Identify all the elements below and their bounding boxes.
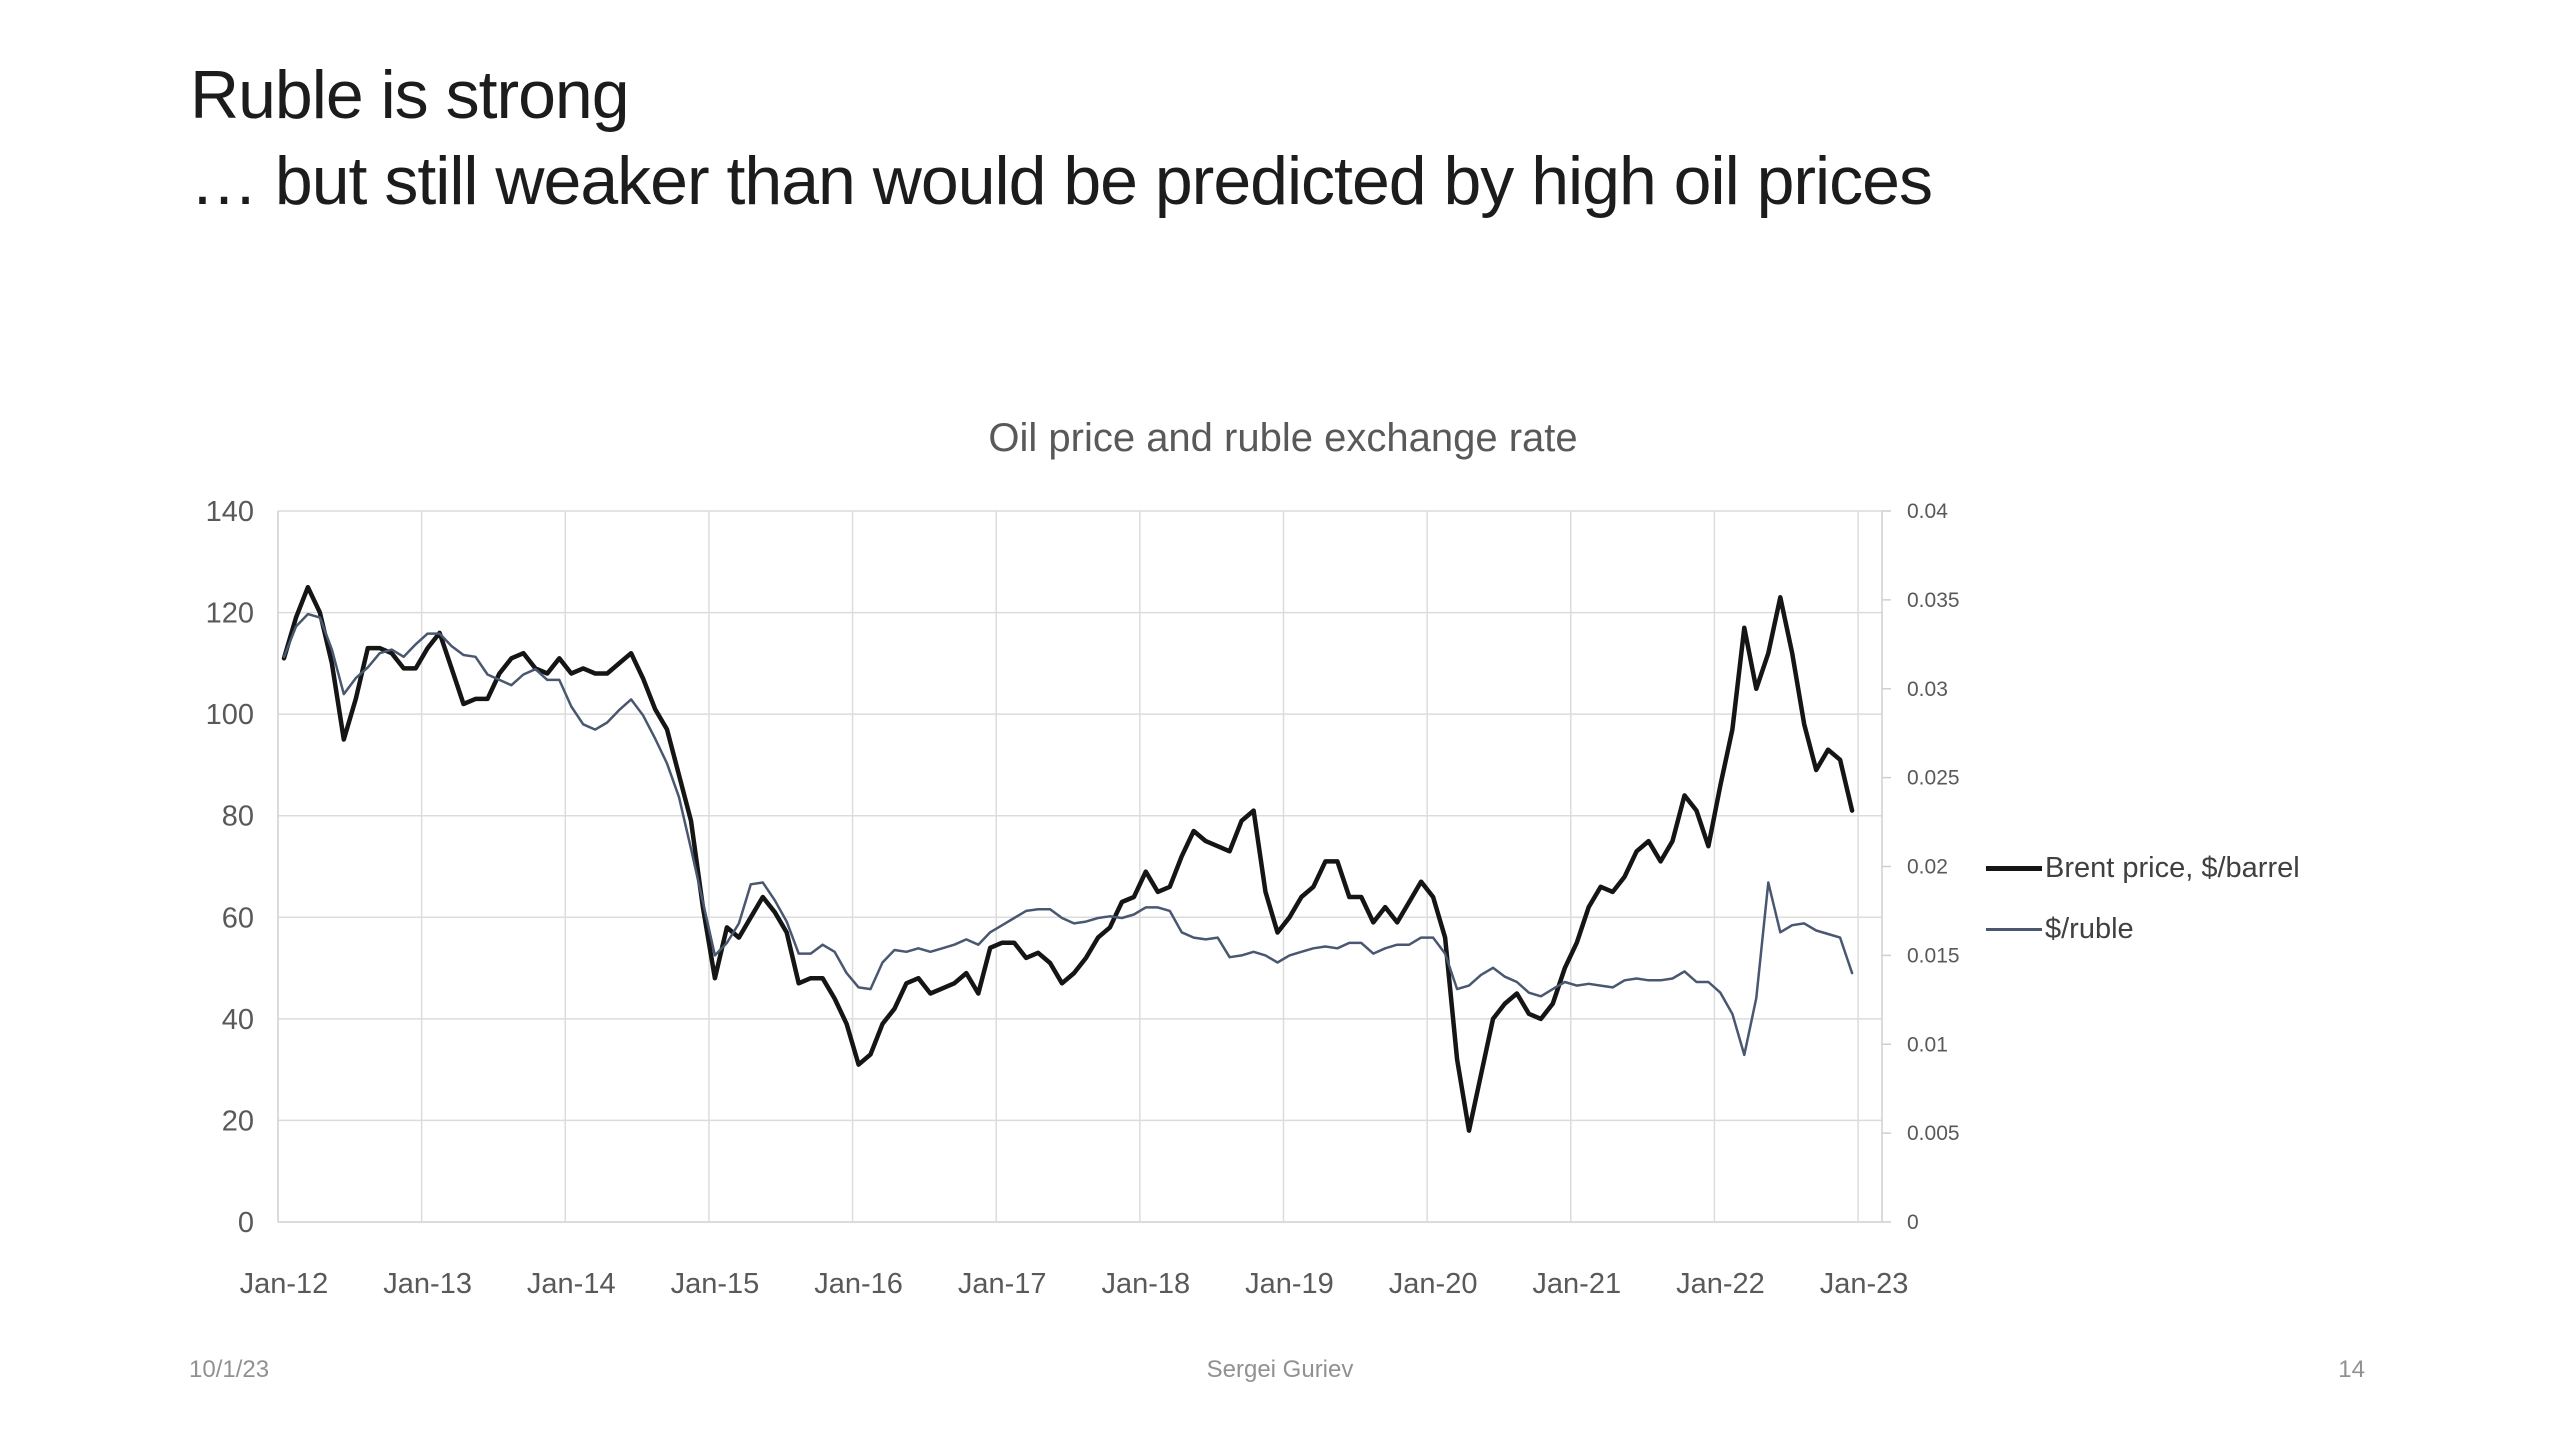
vertical-gridlines	[420, 511, 1859, 1222]
svg-text:140: 140	[206, 496, 254, 528]
svg-text:0.015: 0.015	[1907, 944, 1960, 967]
chart-title: Oil price and ruble exchange rate	[988, 416, 1578, 460]
svg-text:Jan-14: Jan-14	[527, 1268, 616, 1300]
svg-text:20: 20	[222, 1105, 254, 1137]
svg-text:Jan-12: Jan-12	[240, 1268, 329, 1300]
svg-text:Jan-15: Jan-15	[671, 1268, 760, 1300]
svg-text:Jan-18: Jan-18	[1101, 1268, 1190, 1300]
horizontal-gridlines	[278, 510, 1882, 1223]
svg-text:Jan-20: Jan-20	[1389, 1268, 1478, 1300]
axis-lines	[277, 511, 1883, 1222]
legend-label-brent: Brent price, $/barrel	[2045, 851, 2300, 884]
legend-label-ruble: $/ruble	[2045, 912, 2134, 945]
slide-title-line1: Ruble is strong	[190, 57, 630, 133]
svg-text:0: 0	[1907, 1211, 1919, 1234]
svg-text:0: 0	[238, 1207, 254, 1239]
footer-date: 10/1/23	[189, 1356, 270, 1383]
legend-item-brent: Brent price, $/barrel	[1986, 844, 2300, 892]
svg-text:Jan-13: Jan-13	[383, 1268, 472, 1300]
svg-text:0.035: 0.035	[1907, 589, 1960, 612]
slide-title-line2: … but still weaker than would be predict…	[190, 143, 1933, 219]
svg-text:0.01: 0.01	[1907, 1033, 1948, 1056]
svg-text:120: 120	[206, 598, 254, 630]
footer-author: Sergei Guriev	[1206, 1356, 1354, 1383]
x-axis-labels: Jan-12 Jan-13 Jan-14 Jan-15 Jan-16 Jan-17 Jan-…	[240, 1268, 1909, 1300]
legend-item-ruble: $/ruble	[1986, 905, 2300, 953]
footer-page-number: 14	[2338, 1356, 2365, 1383]
right-axis-labels: 0 0.005 0.01 0.015 0.02 0.025 0.03 0.035 0.04	[1882, 500, 1960, 1234]
brent-price-line	[281, 584, 1855, 1133]
svg-text:Jan-22: Jan-22	[1676, 1268, 1765, 1300]
ruble-line-swatch-icon	[1986, 927, 2042, 931]
svg-text:0.04: 0.04	[1907, 500, 1948, 523]
svg-text:100: 100	[206, 699, 254, 731]
svg-text:0.025: 0.025	[1907, 767, 1960, 790]
svg-text:Jan-21: Jan-21	[1532, 1268, 1621, 1300]
svg-text:80: 80	[222, 801, 254, 833]
chart-legend: Brent price, $/barrel $/ruble	[1986, 844, 2300, 966]
svg-text:Jan-16: Jan-16	[814, 1268, 903, 1300]
svg-text:0.005: 0.005	[1907, 1122, 1960, 1145]
svg-text:60: 60	[222, 902, 254, 934]
left-axis-labels: 0 20 40 60 80 100 120 140	[206, 496, 254, 1239]
brent-line-swatch-icon	[1986, 865, 2042, 871]
slide-title: Ruble is strong … but still weaker than …	[190, 52, 1933, 224]
svg-text:Jan-23: Jan-23	[1820, 1268, 1909, 1300]
ruble-rate-line	[282, 612, 1854, 1057]
svg-text:Jan-17: Jan-17	[958, 1268, 1047, 1300]
svg-text:0.02: 0.02	[1907, 856, 1948, 879]
svg-text:0.03: 0.03	[1907, 678, 1948, 701]
svg-text:40: 40	[222, 1004, 254, 1036]
svg-text:Jan-19: Jan-19	[1245, 1268, 1334, 1300]
